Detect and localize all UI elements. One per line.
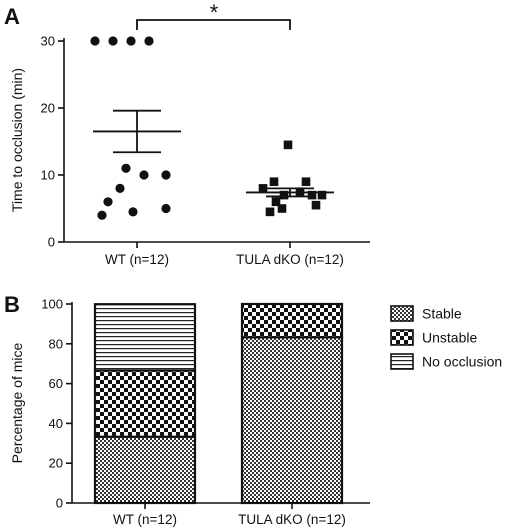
significance-star: * [210, 0, 219, 25]
panel-b-y-axis-label: Percentage of mice [9, 342, 25, 463]
significance-bracket: * [136, 0, 291, 30]
panel-b-y-tick-label: 0 [56, 496, 63, 511]
data-point [126, 36, 136, 46]
panel-a-letter: A [4, 4, 20, 29]
data-point [279, 190, 289, 200]
bar-segment-unstable [93, 369, 197, 438]
data-point [121, 163, 131, 173]
data-point [161, 170, 171, 180]
panel-b-y-ticks: 0 20 40 60 80 100 [41, 297, 72, 511]
legend-label-unstable: Unstable [422, 330, 477, 346]
legend: Stable Unstable No occlusion [390, 305, 502, 370]
bar-segment-unstable [240, 302, 344, 339]
panel-b-category-label: WT (n=12) [113, 512, 177, 527]
data-point [265, 207, 275, 217]
data-point [97, 210, 107, 220]
data-point [90, 36, 100, 46]
panel-a-y-tick-label: 0 [48, 235, 55, 250]
significance-bracket-line [136, 19, 291, 30]
panel-b-y-tick-label: 60 [49, 376, 63, 391]
panel-b-y-tick-label: 100 [41, 297, 63, 312]
data-point [317, 190, 327, 200]
data-point [269, 177, 279, 186]
data-point [277, 204, 287, 213]
panel-a-x-labels: WT (n=12) TULA dKO (n=12) [105, 242, 344, 267]
panel-b-y-tick-label: 40 [49, 416, 63, 431]
panel-a-points [90, 36, 327, 220]
panel-a-y-tick-label: 10 [41, 168, 55, 183]
panel-a-y-tick-label: 20 [41, 101, 55, 116]
legend-label-stable: Stable [422, 306, 462, 322]
panel-b-y-tick-label: 20 [49, 456, 63, 471]
data-point [271, 197, 281, 207]
data-point [108, 36, 118, 46]
data-point [307, 190, 317, 200]
panel-b-x-labels: WT (n=12) TULA dKO (n=12) [113, 503, 346, 527]
data-point [128, 207, 138, 217]
panel-a-error-bars [93, 109, 334, 198]
data-point [301, 177, 311, 186]
panel-a-category-label: WT (n=12) [105, 252, 169, 267]
data-point [283, 140, 293, 150]
bar-segment-no-occlusion [93, 303, 197, 372]
legend-swatch-stable [390, 305, 414, 322]
data-point [139, 170, 149, 180]
data-point [144, 36, 154, 46]
data-point [161, 203, 171, 214]
bar-segment-stable [240, 336, 344, 505]
panel-b-y-tick-label: 80 [49, 336, 63, 351]
panel-a-y-ticks: 0 10 20 30 [41, 34, 64, 250]
data-point [115, 183, 125, 193]
data-point [311, 200, 321, 210]
panel-a-y-tick-label: 30 [41, 34, 55, 49]
legend-swatch-no-occlusion [390, 353, 414, 370]
data-point [258, 184, 268, 193]
panel-a: A Time to occlusion (min) 0 10 20 30 WT (n=… [4, 0, 370, 267]
panel-a-y-axis-label: Time to occlusion (min) [9, 68, 25, 212]
legend-label-no-occlusion: No occlusion [422, 354, 502, 370]
panel-a-category-label: TULA dKO (n=12) [236, 252, 344, 267]
panel-b: B Percentage of mice 0 20 40 60 80 100 WT (n=… [4, 292, 502, 527]
panel-b-category-label: TULA dKO (n=12) [238, 512, 346, 527]
panel-b-bars [93, 302, 344, 505]
legend-swatch-unstable [390, 329, 414, 346]
bar-segment-stable [93, 435, 197, 505]
data-point [103, 197, 113, 207]
panel-b-letter: B [4, 292, 20, 317]
